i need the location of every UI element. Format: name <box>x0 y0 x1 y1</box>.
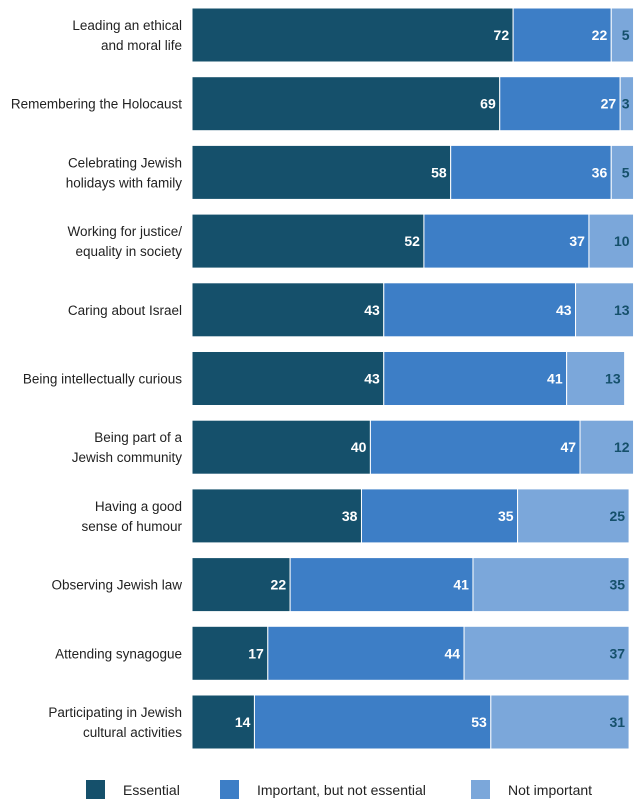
bar-segment-not-important <box>490 694 630 750</box>
data-label-essential: 14 <box>235 714 251 730</box>
legend-label-important: Important, but not essential <box>257 781 426 798</box>
category-label: Caring about Israel <box>68 303 182 318</box>
data-label-important-but-not-essential: 37 <box>569 233 585 249</box>
bar-segment-important-but-not-essential <box>253 694 492 750</box>
data-label-not-important: 12 <box>614 439 630 455</box>
legend: Essential Important, but not essential N… <box>0 776 641 802</box>
bar-segment-essential <box>191 488 362 544</box>
bar-segment-important-but-not-essential <box>383 282 577 338</box>
bar-segment-essential <box>191 419 371 475</box>
bar-segment-not-important <box>610 144 635 200</box>
data-label-not-important: 13 <box>605 371 621 387</box>
data-label-essential: 43 <box>364 371 380 387</box>
bar-segment-not-important <box>463 625 630 681</box>
bar-segment-essential <box>191 694 255 750</box>
data-label-essential: 38 <box>342 508 358 524</box>
bar-segment-essential <box>191 557 291 613</box>
bar-segment-not-important <box>575 282 635 338</box>
legend-item-not-important: Not important <box>471 780 592 799</box>
data-label-essential: 58 <box>431 164 447 180</box>
data-label-essential: 17 <box>248 645 264 661</box>
category-label: Remembering the Holocaust <box>11 97 182 112</box>
category-label: Celebrating Jewish holidays with family <box>66 155 183 190</box>
data-label-not-important: 37 <box>610 645 626 661</box>
data-label-important-but-not-essential: 47 <box>560 439 576 455</box>
data-label-not-important: 25 <box>610 508 626 524</box>
category-label: Attending synagogue <box>55 646 182 661</box>
bar-segment-not-important <box>610 7 635 63</box>
category-label: Working for justice/equality in society <box>67 224 182 259</box>
category-label: Being intellectually curious <box>23 372 182 387</box>
legend-swatch-not-important <box>471 780 490 799</box>
stacked-bar-chart: Leading an ethical and moral life 72 22 5 Rem… <box>11 7 635 750</box>
data-label-not-important: 3 <box>622 96 630 112</box>
bar-segment-not-important <box>579 419 635 475</box>
bar-segment-not-important <box>517 488 630 544</box>
category-label: Being part of a Jewish community <box>72 430 183 465</box>
bar-segment-essential <box>191 282 385 338</box>
legend-swatch-important <box>220 780 239 799</box>
data-label-essential: 69 <box>480 96 496 112</box>
bar-segment-important-but-not-essential <box>383 351 568 406</box>
data-label-important-but-not-essential: 41 <box>547 371 563 387</box>
data-label-essential: 40 <box>351 439 367 455</box>
bar-segment-essential <box>191 144 452 200</box>
bar-segment-essential <box>191 625 269 681</box>
bar-segment-not-important <box>566 351 626 406</box>
data-label-important-but-not-essential: 41 <box>453 577 469 593</box>
legend-item-important: Important, but not essential <box>220 780 426 799</box>
bar-segment-important-but-not-essential <box>423 213 590 269</box>
bar-segment-important-but-not-essential <box>369 419 581 475</box>
bar-segment-important-but-not-essential <box>289 557 474 613</box>
data-label-essential: 43 <box>364 302 380 318</box>
data-label-important-but-not-essential: 44 <box>444 645 460 661</box>
data-label-important-but-not-essential: 43 <box>556 302 572 318</box>
data-label-important-but-not-essential: 22 <box>592 27 608 43</box>
category-label: Having a good sense of humour <box>81 499 182 534</box>
data-label-not-important: 31 <box>610 714 626 730</box>
bar-segment-important-but-not-essential <box>499 76 621 132</box>
category-label: Participating in Jewish cultural activiti… <box>48 705 182 740</box>
data-label-important-but-not-essential: 53 <box>471 714 487 730</box>
data-label-important-but-not-essential: 27 <box>601 96 617 112</box>
bar-segment-important-but-not-essential <box>512 7 612 63</box>
data-label-not-important: 5 <box>622 27 630 43</box>
data-label-not-important: 10 <box>614 233 630 249</box>
bar-segment-not-important <box>472 557 630 613</box>
legend-swatch-essential <box>86 780 105 799</box>
data-label-not-important: 5 <box>622 164 630 180</box>
bar-segment-essential <box>191 213 425 269</box>
bar-segment-important-but-not-essential <box>450 144 612 200</box>
bar-segment-important-but-not-essential <box>360 488 519 544</box>
data-label-essential: 22 <box>271 577 287 593</box>
category-label: Leading an ethical and moral life <box>72 18 182 53</box>
data-label-essential: 72 <box>494 27 510 43</box>
data-label-not-important: 35 <box>610 577 626 593</box>
bar-segment-essential <box>191 76 501 132</box>
data-label-important-but-not-essential: 35 <box>498 508 514 524</box>
bar-segment-not-important <box>619 76 635 132</box>
bar-segment-essential <box>191 351 385 406</box>
legend-item-essential: Essential <box>86 780 180 799</box>
bar-segment-important-but-not-essential <box>267 625 465 681</box>
data-label-essential: 52 <box>404 233 420 249</box>
bar-segment-not-important <box>588 213 635 269</box>
legend-label-not-important: Not important <box>508 781 593 798</box>
legend-label-essential: Essential <box>123 781 180 798</box>
bar-segment-essential <box>191 7 514 63</box>
data-label-important-but-not-essential: 36 <box>592 164 608 180</box>
category-label: Observing Jewish law <box>51 578 182 593</box>
data-label-not-important: 13 <box>614 302 630 318</box>
